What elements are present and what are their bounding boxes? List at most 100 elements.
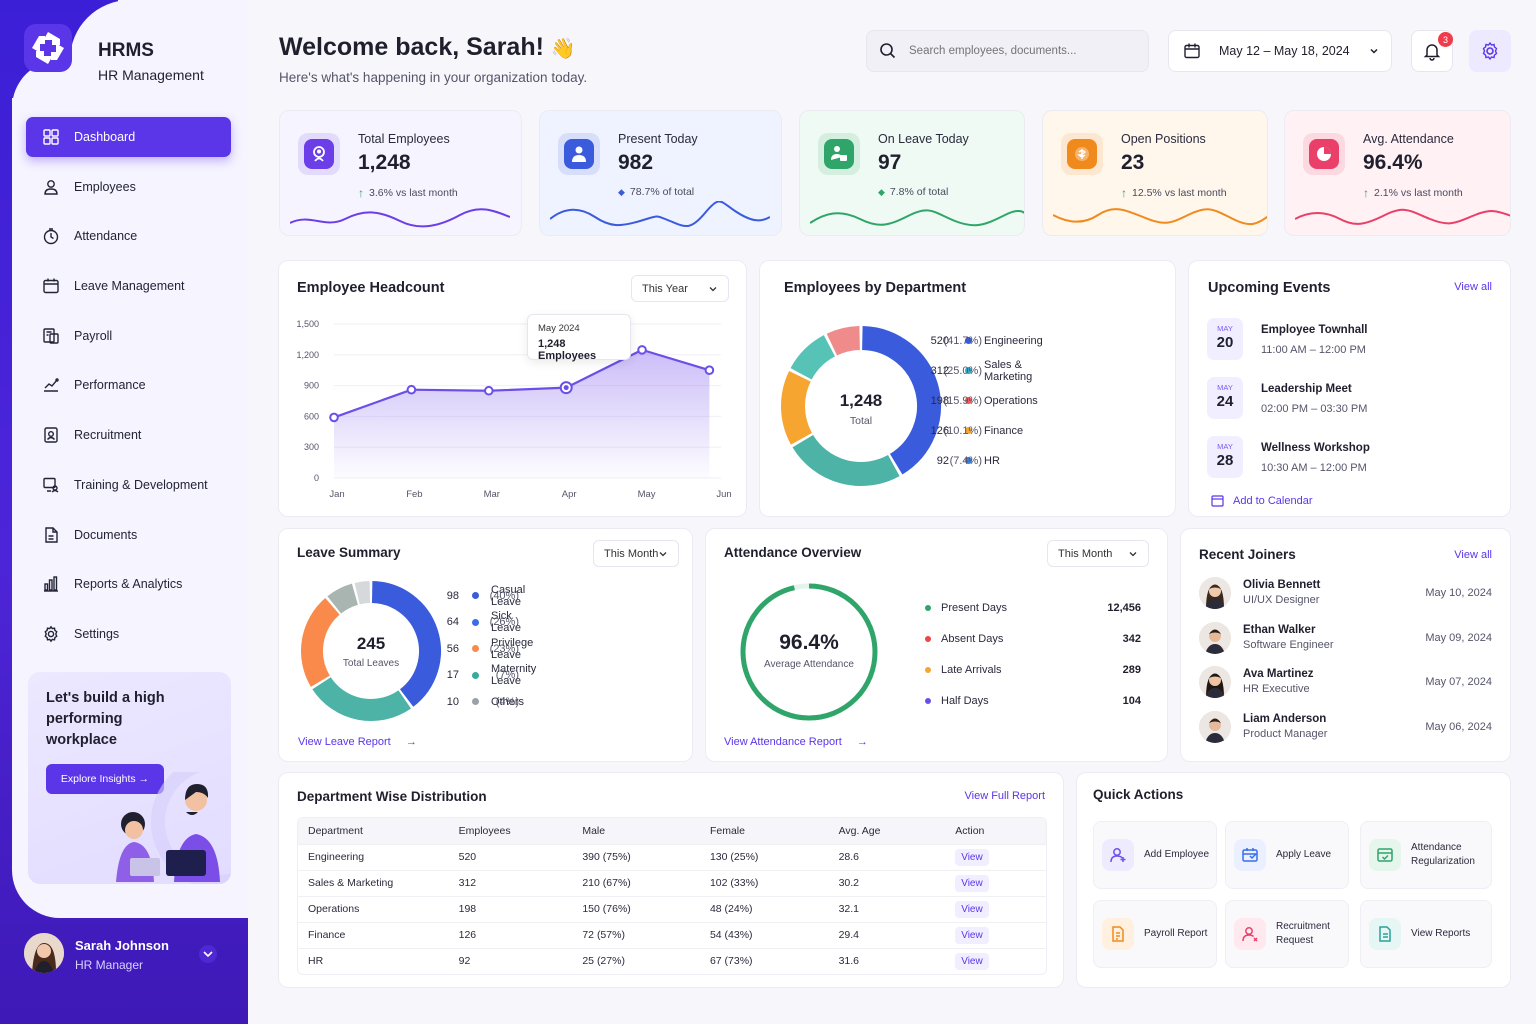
headcount-line bbox=[333, 348, 710, 419]
table-cell: View bbox=[945, 895, 1046, 922]
chevron-down-icon bbox=[1370, 48, 1378, 54]
legend-item: Others 10 (4%) bbox=[446, 695, 525, 708]
attendance-title: Attendance Overview bbox=[724, 545, 862, 560]
events-view-all-link[interactable]: View all bbox=[1454, 281, 1492, 293]
kpi-card-total-employees[interactable]: Total Employees 1,248 ↑ 3.6% vs last month bbox=[279, 110, 522, 236]
view-button[interactable]: View bbox=[955, 926, 989, 944]
table-cell: 25 (27%) bbox=[572, 947, 700, 974]
attendance-check-icon bbox=[1377, 848, 1393, 862]
notifications-button[interactable]: 3 bbox=[1411, 30, 1453, 72]
y-tick-label: 0 bbox=[314, 473, 319, 483]
view-full-report-link[interactable]: View Full Report bbox=[964, 790, 1046, 802]
view-attendance-report-link[interactable]: View Attendance Report → bbox=[724, 736, 868, 748]
kpi-card-avg-attendance[interactable]: Avg. Attendance 96.4% ↑ 2.1% vs last month bbox=[1284, 110, 1511, 236]
sidebar-item-reports-analytics[interactable]: Reports & Analytics bbox=[26, 564, 231, 604]
grid-icon bbox=[43, 129, 59, 145]
legend-dot bbox=[925, 605, 931, 611]
table-cell: 198 bbox=[448, 895, 573, 922]
leave-donut-chart bbox=[301, 581, 441, 721]
add-to-calendar-link[interactable]: Add to Calendar bbox=[1211, 494, 1313, 507]
attendance-filter[interactable]: This Month bbox=[1047, 540, 1149, 567]
kpi-card-open-positions[interactable]: Open Positions 23 ↑ 12.5% vs last month bbox=[1042, 110, 1268, 236]
distribution-title: Department Wise Distribution bbox=[297, 789, 487, 804]
page-title: Welcome back, Sarah! 👋 bbox=[279, 33, 576, 61]
legend-dot bbox=[472, 592, 479, 599]
joiner-role: Software Engineer bbox=[1243, 638, 1334, 651]
table-cell: View bbox=[945, 869, 1046, 896]
table-row: Sales & Marketing 312 210 (67%) 102 (33%) 30… bbox=[298, 869, 1046, 896]
table-cell: 390 (75%) bbox=[572, 843, 700, 870]
joiner-date: May 06, 2024 bbox=[1425, 720, 1492, 733]
brand-title: HRMS bbox=[98, 40, 154, 61]
quick-action-recruitment-request[interactable]: Recruitment Request bbox=[1225, 900, 1349, 968]
event-time: 11:00 AM – 12:00 PM bbox=[1261, 344, 1366, 356]
kpi-card-present-today[interactable]: Present Today 982 ◆ 78.7% of total bbox=[539, 110, 782, 236]
avatar bbox=[24, 933, 64, 973]
quick-action-apply-leave[interactable]: Apply Leave bbox=[1225, 821, 1349, 889]
leave-filter[interactable]: This Month bbox=[593, 540, 679, 567]
explore-insights-button[interactable]: Explore Insights → bbox=[46, 764, 164, 794]
view-button[interactable]: View bbox=[955, 900, 989, 918]
table-header-cell: Avg. Age bbox=[828, 818, 946, 844]
view-button[interactable]: View bbox=[955, 874, 989, 892]
sidebar-item-recruitment[interactable]: Recruitment bbox=[26, 415, 231, 455]
promo-text: Let's build a high performing workplace bbox=[46, 690, 165, 748]
diamond-icon: ◆ bbox=[618, 186, 625, 197]
clock-icon bbox=[43, 228, 59, 245]
avatar bbox=[1199, 710, 1231, 743]
sidebar-item-documents[interactable]: Documents bbox=[26, 515, 231, 555]
sidebar-item-settings[interactable]: Settings bbox=[26, 614, 231, 654]
event-time: 02:00 PM – 03:30 PM bbox=[1261, 403, 1368, 415]
settings-button[interactable] bbox=[1469, 30, 1511, 72]
department-donut-chart bbox=[781, 326, 941, 486]
table-cell: Operations bbox=[298, 895, 449, 922]
sidebar-item-employees[interactable]: Employees bbox=[26, 167, 231, 207]
bar-chart-icon bbox=[44, 576, 58, 592]
legend-item: Sales & Marketing 312 (25.0%) bbox=[930, 358, 1033, 383]
payroll-icon bbox=[43, 328, 59, 344]
table-row: Engineering 520 390 (75%) 130 (25%) 28.6 View bbox=[298, 843, 1046, 870]
sidebar-item-attendance[interactable]: Attendance bbox=[26, 216, 231, 256]
sidebar-item-dashboard[interactable]: Dashboard bbox=[26, 117, 231, 157]
user-profile[interactable]: Sarah Johnson HR Manager bbox=[22, 930, 232, 986]
sidebar-item-performance[interactable]: Performance bbox=[26, 365, 231, 405]
quick-action-attendance-regularization[interactable]: Attendance Regularization bbox=[1360, 821, 1492, 889]
arrow-up-icon: ↑ bbox=[358, 186, 364, 200]
department-card: Employees by Department 1,248 Total Engi… bbox=[759, 260, 1176, 517]
legend-item: Finance 126 (10.1%) bbox=[930, 424, 1024, 437]
view-leave-report-link[interactable]: View Leave Report → bbox=[298, 736, 417, 748]
attendance-card: Attendance Overview This Month 96.4% Ave… bbox=[705, 528, 1168, 762]
date-range-picker[interactable]: May 12 – May 18, 2024 bbox=[1168, 30, 1392, 72]
quick-action-label: Apply Leave bbox=[1276, 849, 1332, 860]
hrms-logo[interactable] bbox=[24, 24, 72, 72]
joiner-name: Olivia Bennett bbox=[1243, 579, 1321, 591]
joiner-name: Ethan Walker bbox=[1243, 623, 1316, 636]
table-cell: View bbox=[945, 921, 1046, 948]
kpi-card-on-leave-today[interactable]: On Leave Today 97 ◆ 7.8% of total bbox=[799, 110, 1025, 236]
search-input[interactable] bbox=[909, 45, 1129, 57]
view-button[interactable]: View bbox=[955, 848, 989, 866]
table-header-cell: Department bbox=[298, 818, 449, 844]
event-date-badge: MAY 20 bbox=[1207, 318, 1243, 360]
table-cell: 48 (24%) bbox=[699, 895, 829, 922]
user-role: HR Manager bbox=[75, 958, 144, 972]
chevron-down-icon[interactable] bbox=[198, 944, 218, 964]
headcount-filter[interactable]: This Year bbox=[631, 275, 729, 302]
legend-dot bbox=[472, 698, 479, 705]
quick-action-add-employee[interactable]: Add Employee bbox=[1093, 821, 1217, 889]
headcount-point bbox=[329, 412, 339, 423]
sidebar-item-leave-management[interactable]: Leave Management bbox=[26, 266, 231, 306]
view-button[interactable]: View bbox=[955, 952, 989, 970]
x-tick-label: Jan bbox=[329, 489, 344, 500]
donut-slice bbox=[781, 370, 813, 445]
quick-action-view-reports[interactable]: View Reports bbox=[1360, 900, 1492, 968]
joiners-view-all-link[interactable]: View all bbox=[1454, 549, 1492, 561]
sidebar-item-training-development[interactable]: Training & Development bbox=[26, 465, 231, 505]
quick-action-payroll-report[interactable]: Payroll Report bbox=[1093, 900, 1217, 968]
joiner-role: HR Executive bbox=[1243, 683, 1310, 695]
event-time: 10:30 AM – 12:00 PM bbox=[1261, 462, 1367, 474]
event-date-badge: MAY 24 bbox=[1207, 377, 1243, 419]
kpi-label: Avg. Attendance bbox=[1363, 132, 1454, 146]
sidebar-item-payroll[interactable]: Payroll bbox=[26, 316, 231, 356]
kpi-icon-2 bbox=[831, 146, 847, 161]
